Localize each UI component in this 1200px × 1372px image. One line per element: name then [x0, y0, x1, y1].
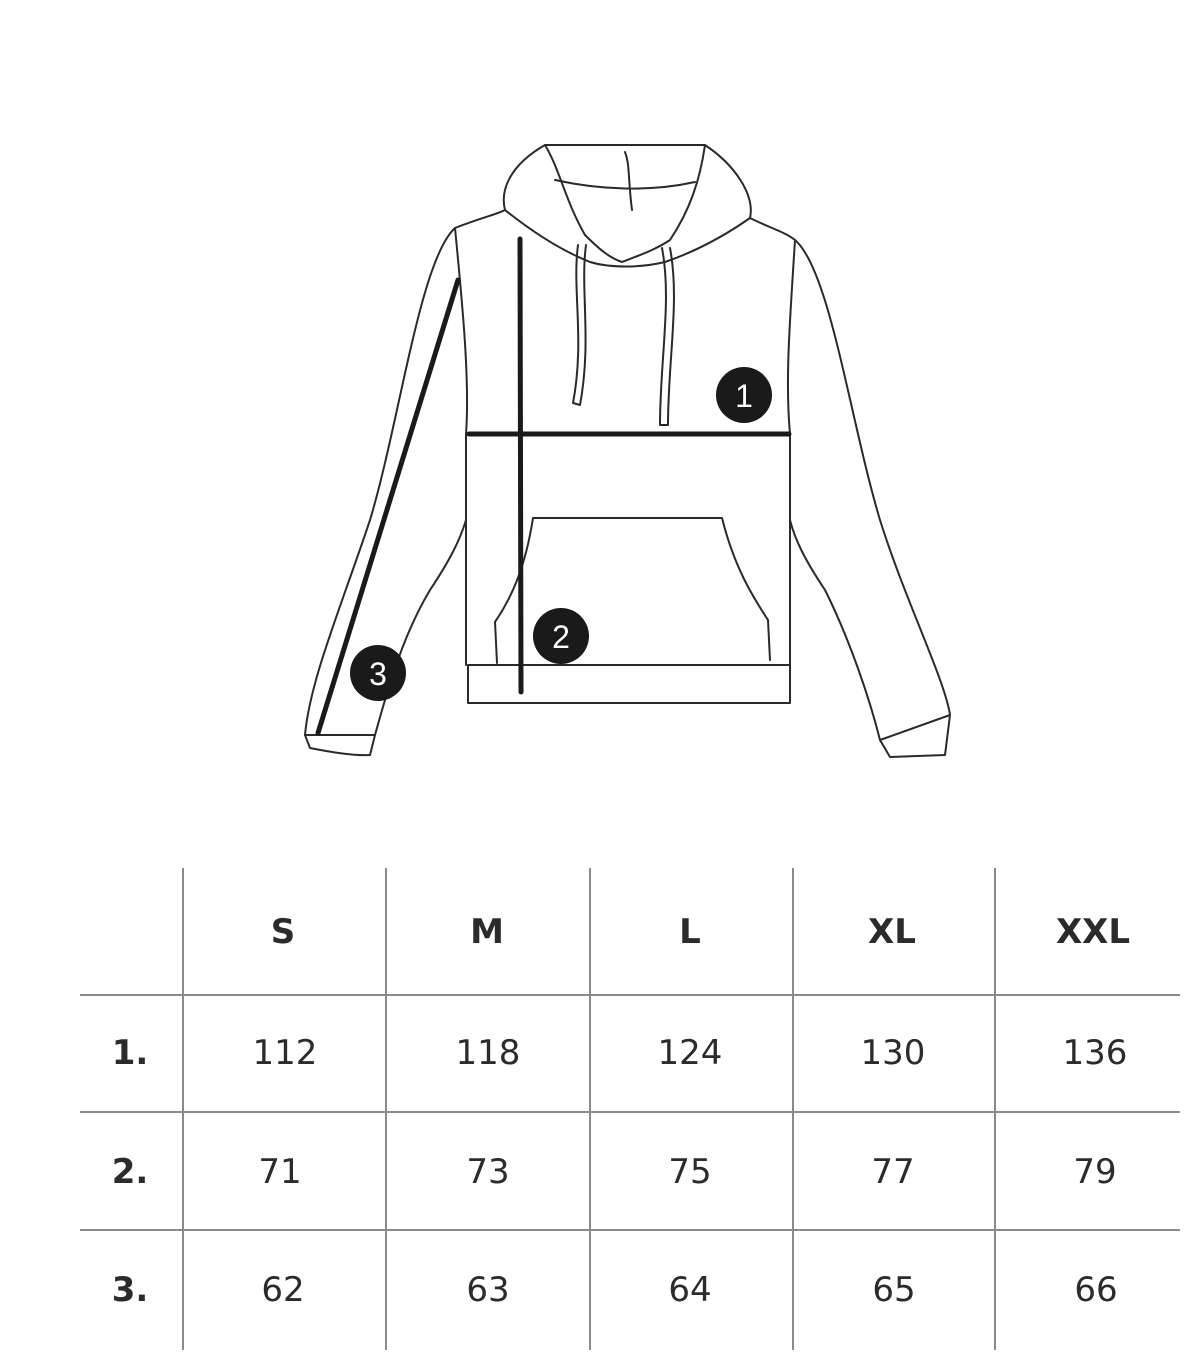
svg-text:3: 3 — [369, 656, 387, 692]
body-right — [786, 239, 796, 666]
right-sleeve — [789, 239, 951, 741]
column-header-s: S — [270, 912, 296, 952]
table-cell: 77 — [871, 1152, 915, 1192]
row-label: 3. — [111, 1270, 149, 1310]
table-divider — [80, 1229, 1180, 1231]
column-header-xxl: XXL — [1055, 912, 1131, 952]
table-divider — [994, 868, 996, 1350]
svg-text:2: 2 — [552, 619, 570, 655]
body-left — [454, 227, 469, 666]
hoodie-diagram: 1 2 3 — [304, 144, 951, 758]
table-divider — [80, 994, 1180, 996]
marker-2: 2 — [533, 608, 589, 664]
drawstring-left — [572, 244, 587, 406]
row-label: 2. — [111, 1152, 149, 1192]
column-header-l: L — [679, 912, 701, 952]
column-header-xl: XL — [868, 912, 916, 952]
column-header-m: M — [470, 912, 504, 952]
table-divider — [792, 868, 794, 1350]
table-cell: 130 — [860, 1033, 926, 1073]
kangaroo-pocket — [494, 517, 771, 664]
length-measure-line — [517, 236, 524, 695]
table-cell: 73 — [466, 1152, 510, 1192]
left-cuff — [304, 734, 376, 757]
hem-band — [467, 664, 791, 704]
neckline — [504, 209, 751, 268]
marker-1: 1 — [716, 367, 772, 423]
marker-3: 3 — [350, 645, 406, 701]
table-cell: 75 — [668, 1152, 712, 1192]
table-divider — [385, 868, 387, 1350]
left-sleeve — [304, 227, 467, 736]
table-cell: 62 — [261, 1270, 305, 1310]
table-cell: 65 — [872, 1270, 916, 1310]
table-divider — [80, 1111, 1180, 1113]
table-cell: 64 — [668, 1270, 712, 1310]
hood-outline — [454, 144, 796, 241]
table-cell: 66 — [1074, 1270, 1118, 1310]
row-label: 1. — [111, 1033, 149, 1073]
svg-text:1: 1 — [735, 378, 753, 414]
table-cell: 112 — [252, 1033, 318, 1073]
table-cell: 79 — [1073, 1152, 1117, 1192]
table-divider — [182, 868, 184, 1350]
table-cell: 136 — [1062, 1033, 1128, 1073]
table-cell: 71 — [258, 1152, 302, 1192]
table-divider — [589, 868, 591, 1350]
table-cell: 63 — [466, 1270, 510, 1310]
table-cell: 118 — [455, 1033, 521, 1073]
hood-inner — [544, 144, 706, 263]
sleeve-measure-line — [315, 277, 461, 736]
hood-lining — [554, 151, 696, 211]
right-cuff — [879, 714, 951, 758]
table-cell: 124 — [657, 1033, 723, 1073]
drawstring-right — [659, 247, 675, 426]
